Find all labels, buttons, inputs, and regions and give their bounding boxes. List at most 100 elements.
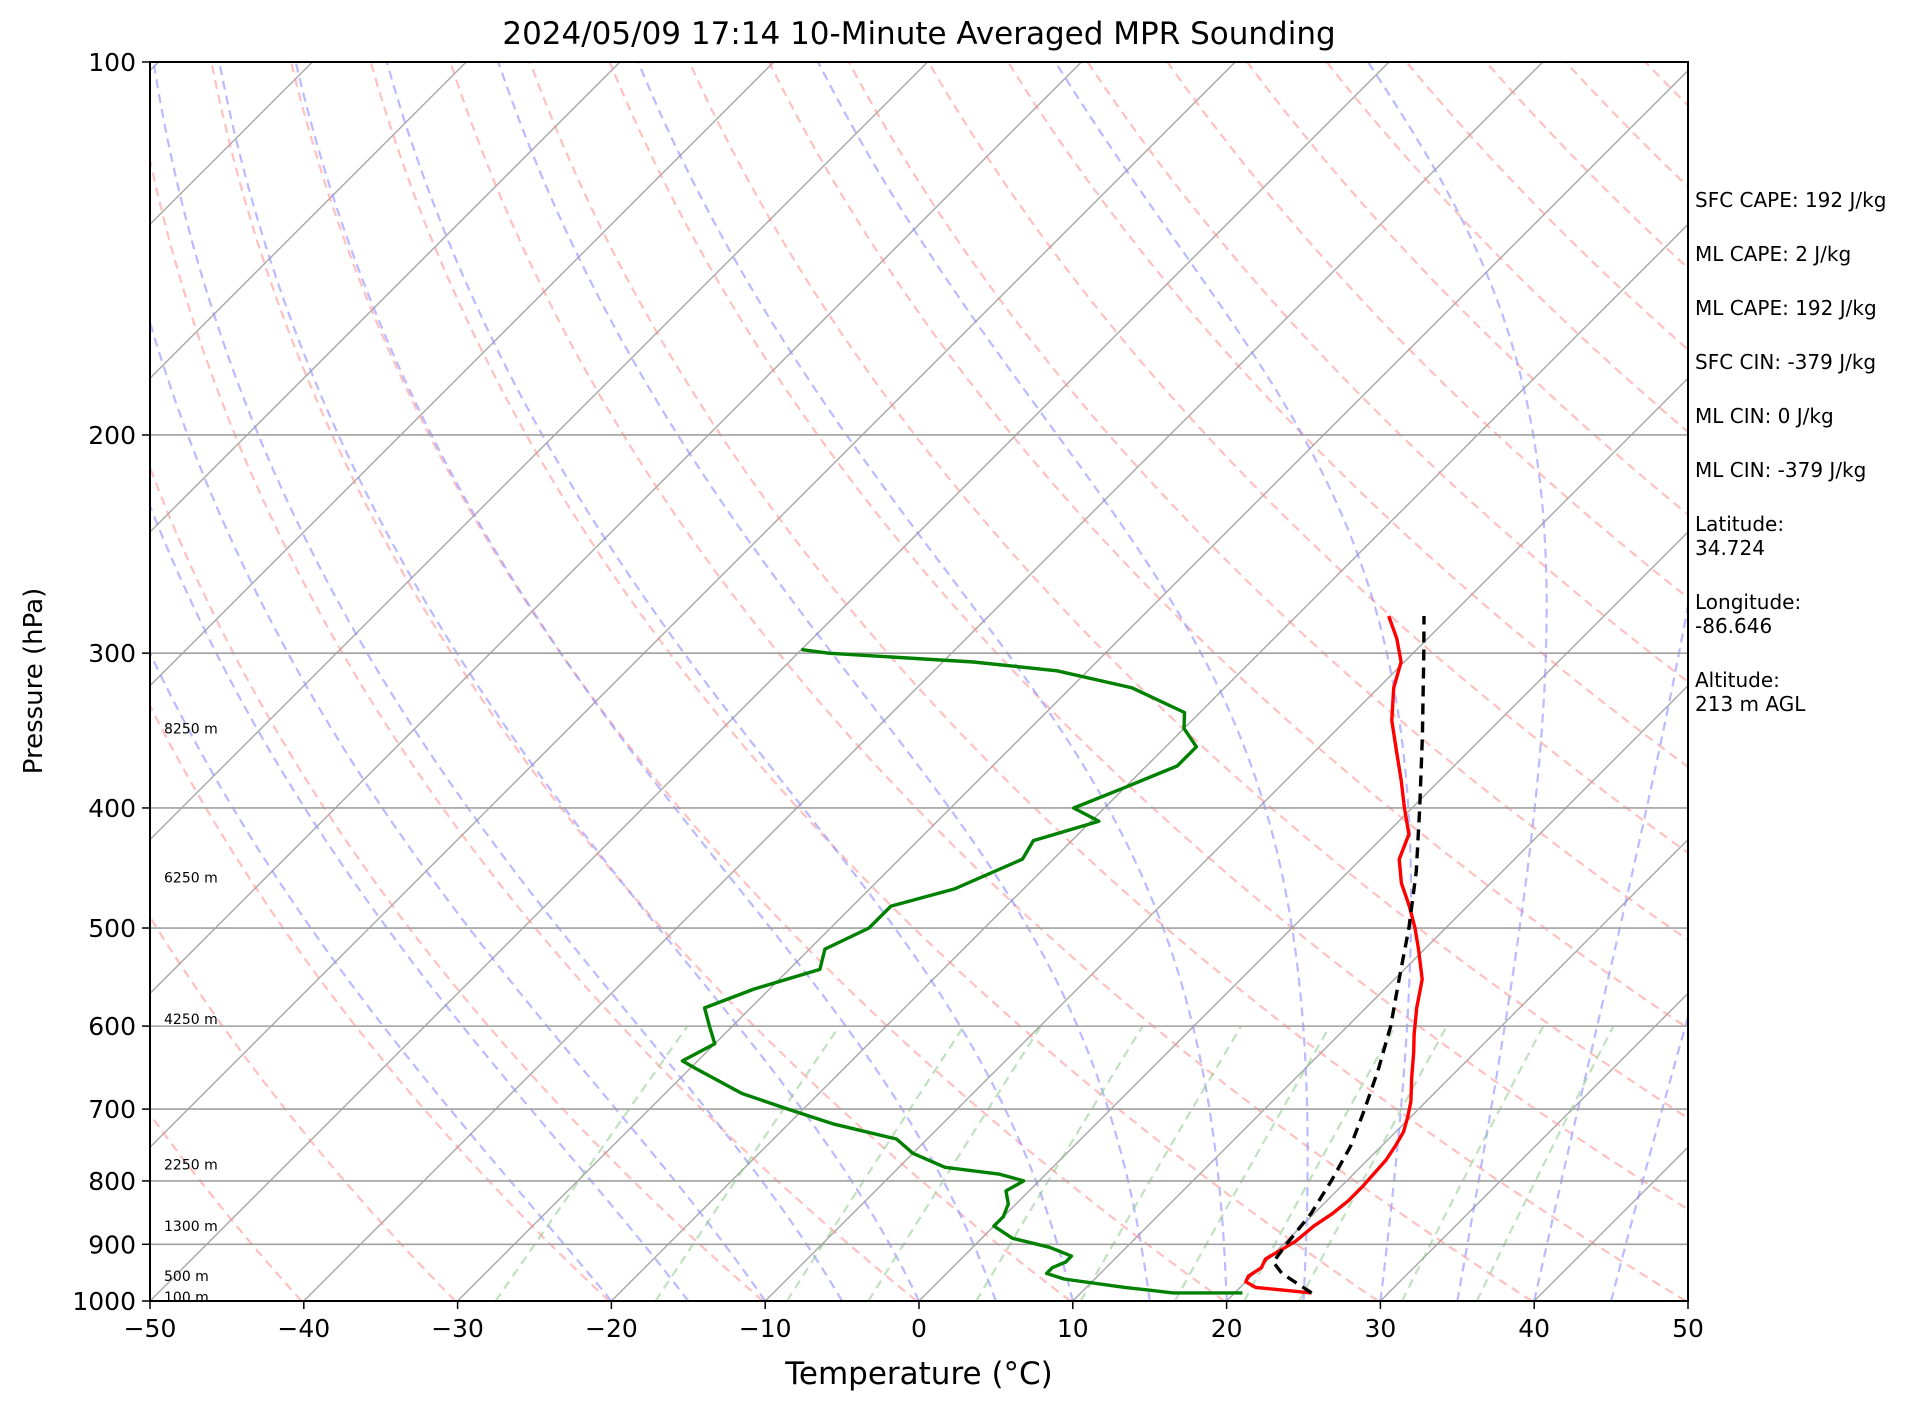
y-tick-label: 700 [88,1095,136,1124]
latitude: Latitude: 34.724 [1695,512,1785,560]
moist-adiabat-line [817,62,1309,1301]
dry-adiabat-line [768,62,1688,1030]
isotherm-line [150,62,929,841]
isotherm-line [1226,838,1688,1301]
x-axis: −50 −40 −30 −20 −10 0 10 20 30 40 50 [124,1301,1704,1343]
parcel-trace [1271,615,1426,1295]
height-label: 8250 m [164,721,218,737]
sfc-cin: SFC CIN: -379 J/kg [1695,350,1877,374]
isotherm-line [150,62,1236,1149]
x-tick-label: 50 [1672,1314,1704,1343]
x-axis-label: Temperature (°C) [784,1356,1053,1392]
plot-frame [149,61,1689,1302]
moist-adiabat-line [150,503,690,1301]
dry-adiabat-line [150,464,764,1301]
isotherm-line [150,62,1390,1301]
y-tick-label: 600 [88,1012,136,1041]
height-label: 6250 m [164,870,218,886]
moist-adiabat-line [152,62,844,1301]
isotherm-line [1379,992,1688,1301]
isotherm-line [150,62,621,533]
mixing-ratio-line [494,1025,689,1301]
dry-adiabat-line [1166,62,1688,600]
y-tick-label: 300 [88,639,136,668]
height-label: 500 m [164,1269,209,1285]
pressure-gridlines [150,434,1688,1246]
moist-adiabat-line [1533,599,1688,1301]
moist-adiabat-line [294,62,997,1301]
sounding-parameters: SFC CAPE: 192 J/kg ML CAPE: 2 J/kg ML CA… [1695,188,1915,746]
isotherm-line [150,62,467,380]
mixing-ratio-line [975,1025,1144,1301]
mixing-ratio-line [1475,1025,1615,1301]
dry-adiabat-line [529,62,1687,1301]
x-tick-label: −30 [431,1314,484,1343]
sounding-traces [680,615,1426,1295]
isotherm-line [918,531,1688,1301]
isotherm-line [303,62,1544,1301]
mixing-ratio-line [654,1025,841,1301]
isotherm-line [610,223,1688,1301]
dry-adiabat-line [290,62,1225,1301]
isotherm-line [150,62,1082,995]
x-tick-label: 40 [1518,1314,1550,1343]
chart-title: 2024/05/09 17:14 10-Minute Averaged MPR … [502,16,1335,52]
x-tick-label: 10 [1057,1314,1089,1343]
isotherm-line [764,377,1688,1301]
moist-adiabat-line [385,62,1074,1301]
moist-adiabat-line [637,62,1228,1301]
background-lines [0,62,1688,1301]
height-label: 100 m [164,1290,209,1306]
height-labels: 8250 m 6250 m 4250 m 2250 m 1300 m 500 m 100 m [164,721,218,1306]
mixing-ratio-line [1298,1025,1448,1301]
ml-cin-2: ML CIN: -379 J/kg [1695,458,1867,482]
dry-adiabat-line [1007,62,1688,769]
x-tick-label: −20 [585,1314,638,1343]
dry-adiabat-line [608,62,1688,1211]
y-axis-label: Pressure (hPa) [19,588,49,775]
longitude: Longitude: -86.646 [1695,590,1802,638]
height-label: 1300 m [164,1219,218,1235]
dry-adiabat-line [150,703,610,1301]
moist-adiabat-line [1367,62,1548,1301]
dry-adiabat-line [369,62,1379,1301]
temperature-trace [1244,615,1424,1295]
y-tick-label: 900 [88,1230,136,1259]
x-tick-label: 0 [911,1314,927,1343]
ml-cin: ML CIN: 0 J/kg [1695,404,1834,428]
dewpoint-trace [680,647,1243,1295]
dry-adiabat-line [449,62,1533,1301]
dry-adiabat-line [1086,62,1688,684]
dry-adiabat-line [150,914,457,1301]
sfc-cape: SFC CAPE: 192 J/kg [1695,188,1887,212]
height-label: 2250 m [164,1158,218,1174]
x-tick-label: 20 [1211,1314,1243,1343]
isotherm-line [457,69,1688,1301]
y-tick-label: 1000 [72,1287,136,1316]
mixing-ratio-line [867,1025,1042,1301]
moist-adiabat-line [218,62,921,1301]
isotherm-line [1072,684,1688,1301]
y-tick-label: 500 [88,914,136,943]
x-tick-label: −50 [124,1314,177,1343]
moist-adiabat-line [1054,62,1413,1301]
moist-adiabat-line [150,318,767,1301]
isotherm-line [150,62,775,687]
x-tick-label: −10 [739,1314,792,1343]
y-tick-label: 100 [88,48,136,77]
dry-adiabat-line [150,155,918,1301]
moist-adiabat-line [1610,1012,1688,1301]
x-tick-label: −40 [277,1314,330,1343]
y-tick-label: 800 [88,1167,136,1196]
height-label: 4250 m [164,1012,218,1028]
y-axis: 100 200 300 400 500 600 700 800 900 1000 [72,48,150,1316]
dry-adiabat-line [210,62,1072,1301]
isotherm-line [0,62,5,1301]
y-tick-label: 200 [88,421,136,450]
x-tick-label: 30 [1364,1314,1396,1343]
altitude: Altitude: 213 m AGL [1695,668,1806,716]
moist-adiabat-line [497,62,1151,1301]
ml-cape-2: ML CAPE: 192 J/kg [1695,296,1877,320]
mixing-ratio-line [1401,1025,1545,1301]
